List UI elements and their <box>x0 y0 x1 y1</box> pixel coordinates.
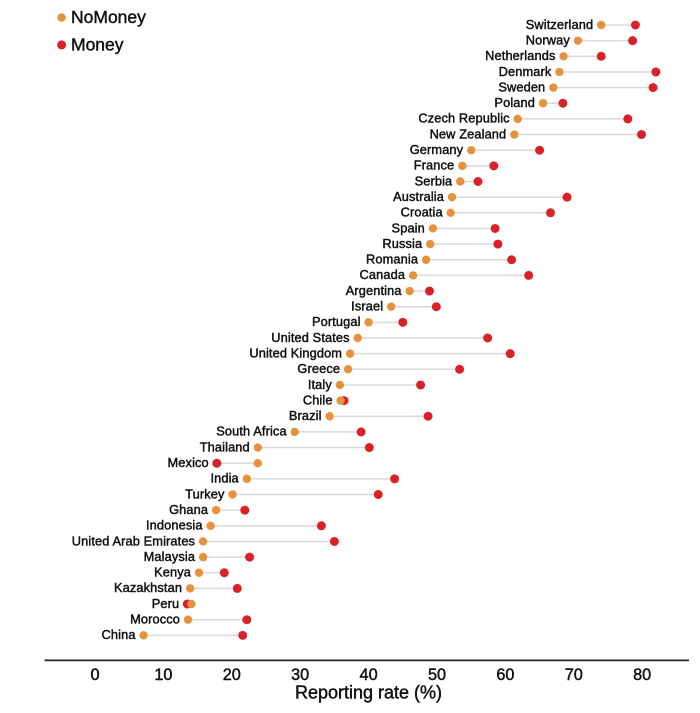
svg-text:Canada: Canada <box>360 267 406 282</box>
svg-text:Italy: Italy <box>308 377 333 392</box>
svg-text:Germany: Germany <box>410 142 464 157</box>
svg-text:Thailand: Thailand <box>200 439 250 454</box>
svg-text:Spain: Spain <box>392 220 425 235</box>
svg-text:30: 30 <box>291 666 309 684</box>
svg-text:Netherlands: Netherlands <box>485 48 555 63</box>
svg-text:Poland: Poland <box>494 95 535 110</box>
svg-text:Turkey: Turkey <box>185 486 225 501</box>
svg-text:Money: Money <box>71 34 124 54</box>
svg-text:Ghana: Ghana <box>169 502 209 517</box>
svg-text:Morocco: Morocco <box>130 612 180 627</box>
svg-text:China: China <box>102 627 137 642</box>
svg-text:South Africa: South Africa <box>216 424 287 439</box>
svg-text:Reporting rate (%): Reporting rate (%) <box>295 683 442 703</box>
svg-text:Czech Republic: Czech Republic <box>418 111 510 126</box>
svg-text:20: 20 <box>223 666 241 684</box>
svg-text:Greece: Greece <box>297 361 340 376</box>
svg-text:10: 10 <box>154 666 172 684</box>
svg-text:50: 50 <box>428 666 446 684</box>
svg-text:80: 80 <box>633 666 651 684</box>
svg-text:Indonesia: Indonesia <box>146 518 203 533</box>
svg-text:France: France <box>414 158 455 173</box>
svg-text:Peru: Peru <box>152 596 180 611</box>
svg-text:Kenya: Kenya <box>154 565 192 580</box>
svg-text:Croatia: Croatia <box>401 205 444 220</box>
svg-text:Norway: Norway <box>526 32 571 47</box>
svg-text:Denmark: Denmark <box>499 64 552 79</box>
svg-text:Portugal: Portugal <box>312 314 361 329</box>
svg-text:United Kingdom: United Kingdom <box>249 345 342 360</box>
svg-text:Brazil: Brazil <box>289 408 322 423</box>
svg-text:70: 70 <box>565 666 583 684</box>
svg-text:40: 40 <box>360 666 378 684</box>
svg-text:Romania: Romania <box>366 252 419 267</box>
svg-text:Australia: Australia <box>393 189 445 204</box>
svg-text:Israel: Israel <box>351 299 383 314</box>
svg-text:United States: United States <box>271 330 349 345</box>
svg-text:Russia: Russia <box>382 236 423 251</box>
svg-text:Mexico: Mexico <box>168 455 209 470</box>
svg-text:New Zealand: New Zealand <box>430 126 507 141</box>
svg-text:Serbia: Serbia <box>415 173 453 188</box>
svg-text:60: 60 <box>496 666 514 684</box>
svg-text:Sweden: Sweden <box>498 79 545 94</box>
svg-text:India: India <box>210 471 239 486</box>
svg-text:0: 0 <box>90 666 99 684</box>
svg-text:United Arab Emirates: United Arab Emirates <box>72 533 195 548</box>
svg-text:Malaysia: Malaysia <box>144 549 196 564</box>
svg-text:Argentina: Argentina <box>346 283 403 298</box>
svg-text:Switzerland: Switzerland <box>526 17 593 32</box>
svg-text:Chile: Chile <box>303 392 333 407</box>
svg-text:Kazakhstan: Kazakhstan <box>114 580 182 595</box>
svg-text:NoMoney: NoMoney <box>71 7 146 27</box>
